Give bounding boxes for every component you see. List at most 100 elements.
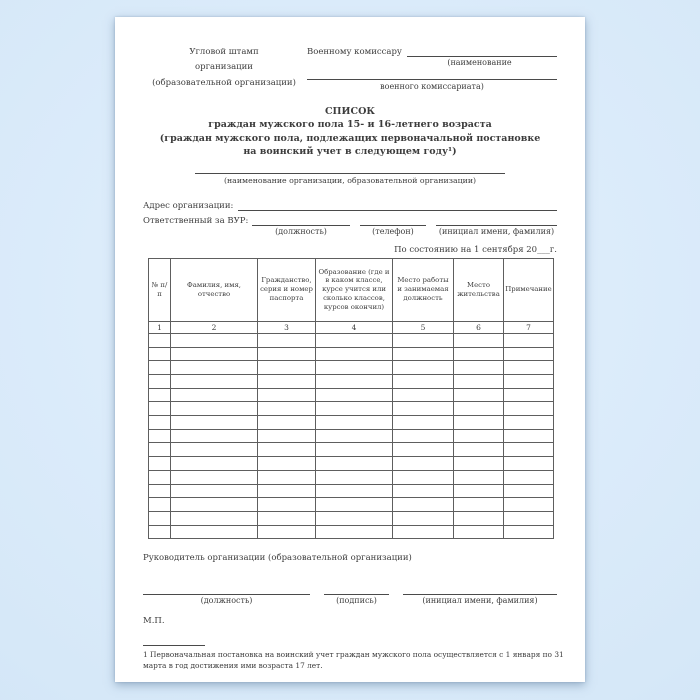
table-cell [315,497,393,512]
table-cell [257,524,316,540]
caption-sig-signature: (подпись) [336,596,377,606]
table-cell [503,415,554,430]
table-cell [315,374,393,389]
title-line-3: (граждан мужского пола, подлежащих перво… [159,132,541,144]
table-cell [257,360,316,375]
address-label: Адрес организации: [143,200,234,211]
table-cell [392,469,454,485]
table-cell [148,332,171,348]
table-cell [315,428,393,444]
table-cell [453,428,504,444]
table-cell [392,524,454,540]
head-of-organization-label: Руководитель организации (образовательно… [143,553,412,564]
blank-line-organization-name [195,172,505,174]
document-title: СПИСОК граждан мужского пола 15- и 16-ле… [143,105,557,159]
table-cell [257,483,316,499]
blank-line-name [436,214,557,226]
table-row [148,456,554,471]
caption-naimenovanie: (наименование [447,58,512,67]
table-cell [453,360,504,375]
table-cell [257,346,316,362]
table-cell [392,510,454,526]
table-cell [453,415,504,430]
corner-stamp-note: Угловой штамп организации (образовательн… [143,45,305,91]
table-row [148,401,554,417]
table-cell [170,469,258,485]
blank-line-phone [360,214,426,226]
document-header: Угловой штамп организации (образовательн… [143,45,557,91]
blank-line-sig-name [403,584,557,596]
table-cell [148,401,171,417]
blank-line-sig-position [143,584,310,596]
column-number: 1 [148,320,171,334]
table-cell [257,374,316,389]
table-cell [315,387,393,403]
table-cell [257,456,316,471]
table-cell [170,401,258,417]
column-number: 5 [392,320,454,334]
caption-sig-initials: (инициал имени, фамилия) [422,596,538,606]
column-header: Гражданство, серия и номер паспорта [257,257,316,322]
table-cell [503,332,554,348]
table-cell [170,510,258,526]
table-cell [392,360,454,375]
table-cell [503,483,554,499]
blank-line-position [252,214,350,226]
table-cell [257,428,316,444]
table-cell [453,442,504,458]
caption-position: (должность) [275,226,327,236]
table-cell [315,524,393,540]
table-cell [392,332,454,348]
footnote: 1 Первоначальная постановка на воинский … [143,644,564,671]
table-cell [453,497,504,512]
addressee-label: Военному комиссару [307,47,402,57]
title-line-4: на воинский учет в следующем году¹) [243,146,457,158]
column-header: Образование (где и в каком классе, курсе… [315,257,393,322]
table-cell [170,497,258,512]
caption-sig-position: (должность) [200,596,253,606]
table-cell [148,497,171,512]
table-cell [503,360,554,375]
table-cell [453,483,504,499]
table-cell [315,332,393,348]
table-cell [315,360,393,375]
stamp-line: Угловой штамп [189,47,259,57]
stamp-line: организации [195,62,253,73]
as-of-date-line: По состоянию на 1 сентября 20___г. [394,244,557,255]
title-line-2: граждан мужского пола 15- и 16-летнего в… [208,119,492,131]
table-cell [503,442,554,458]
column-header: № п/п [148,257,171,322]
table-cell [392,456,454,471]
table-cell [257,387,316,403]
table-cell [503,469,554,485]
column-number: 2 [170,320,258,334]
column-number: 7 [503,320,554,334]
table-cell [392,387,454,403]
table-row [148,497,554,512]
table-cell [392,346,454,362]
table-cell [453,510,504,526]
table-row [148,428,554,444]
table-cell [148,524,171,540]
table-cell [257,442,316,458]
table-cell [170,524,258,540]
table-cell [392,442,454,458]
table-cell [392,497,454,512]
table-row [148,387,554,403]
table-cell [257,415,316,430]
table-cell [315,415,393,430]
table-row [148,415,554,430]
column-number: 4 [315,320,393,334]
column-number: 3 [257,320,316,334]
table-cell [503,374,554,389]
table-row [148,510,554,526]
table-cell [257,332,316,348]
table-cell [170,387,258,403]
table-cell [257,497,316,512]
footnote-separator [143,644,205,647]
table-row [148,332,554,348]
table-cell [148,387,171,403]
column-number: 6 [453,320,504,334]
document-page: Угловой штамп организации (образовательн… [115,17,585,682]
caption-initials: (инициал имени, фамилия) [438,226,555,236]
